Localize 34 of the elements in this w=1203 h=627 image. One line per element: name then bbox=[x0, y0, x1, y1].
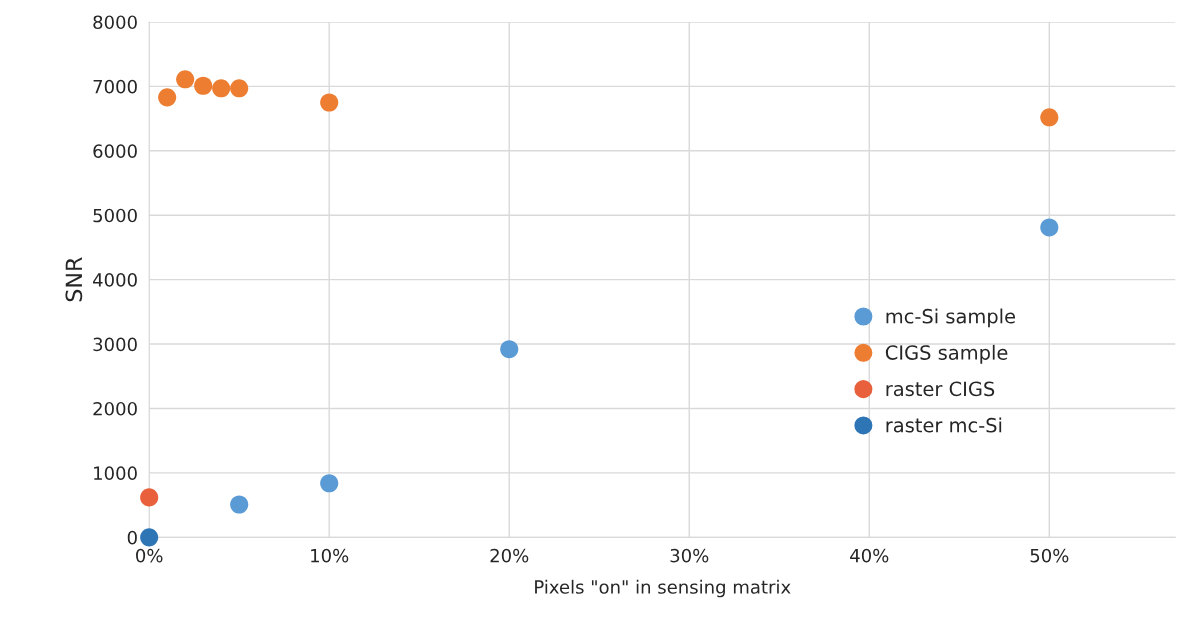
y-tick-label: 1000 bbox=[94, 466, 137, 481]
point bbox=[230, 79, 249, 98]
point bbox=[500, 340, 519, 359]
point bbox=[320, 93, 339, 112]
point bbox=[212, 79, 231, 98]
point bbox=[1040, 108, 1059, 127]
legend-label: CIGS sample bbox=[885, 344, 1008, 364]
x-tick-label: 30% bbox=[670, 548, 709, 563]
y-axis-title: SNR bbox=[65, 257, 83, 302]
point bbox=[1040, 218, 1059, 237]
y-tick-label: 2000 bbox=[93, 401, 137, 416]
point bbox=[194, 76, 213, 95]
x-tick-label: 10% bbox=[311, 548, 349, 563]
point bbox=[158, 88, 177, 107]
legend-label: mc-Si sample bbox=[886, 308, 1015, 328]
y-tick-label: 8000 bbox=[93, 15, 137, 30]
point bbox=[230, 495, 249, 514]
legend-label: raster CIGS bbox=[886, 381, 995, 397]
y-tick-label: 6000 bbox=[93, 144, 137, 158]
point bbox=[176, 70, 195, 89]
x-tick-label: 50% bbox=[1030, 548, 1069, 563]
y-tick-label: 0 bbox=[127, 530, 137, 545]
x-tick-label: 0% bbox=[136, 548, 163, 563]
x-tick-label: 20% bbox=[490, 548, 529, 563]
point bbox=[140, 528, 159, 547]
x-axis-title: Pixels "on" in sensing matrix bbox=[535, 579, 791, 598]
y-tick-label: 5000 bbox=[93, 208, 137, 223]
y-tick-label: 7000 bbox=[93, 79, 137, 94]
legend-label: raster mc-Si bbox=[886, 417, 1002, 433]
x-tick-label: 40% bbox=[850, 548, 889, 563]
y-tick-label: 4000 bbox=[92, 273, 137, 287]
point bbox=[320, 474, 339, 493]
y-tick-label: 3000 bbox=[93, 337, 137, 352]
point bbox=[140, 488, 159, 507]
